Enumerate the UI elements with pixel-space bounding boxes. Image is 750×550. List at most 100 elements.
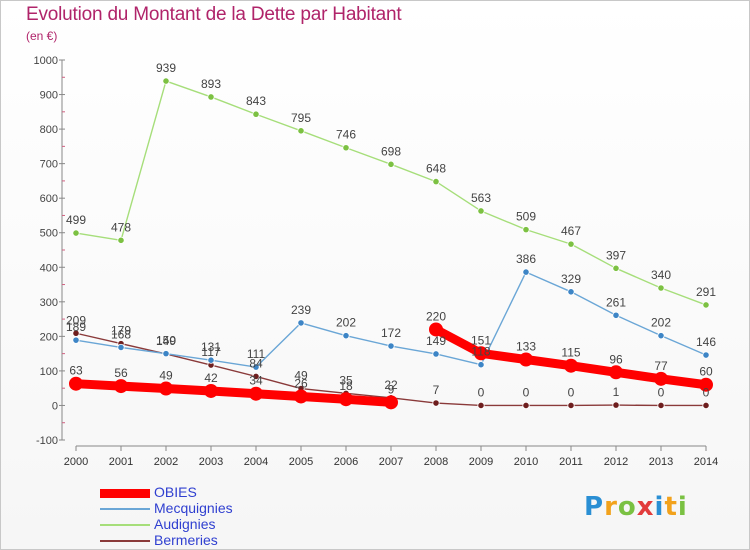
x-tick-label: 2006 <box>334 456 358 468</box>
data-point <box>657 332 665 340</box>
logo-letter: i <box>654 492 665 522</box>
series-mecquignies <box>72 268 710 371</box>
x-tick-label: 2005 <box>289 456 313 468</box>
data-label: 149 <box>426 334 446 348</box>
x-tick-label: 2011 <box>559 456 583 468</box>
x-tick-label: 2004 <box>244 456 268 468</box>
data-point <box>657 401 665 410</box>
data-point <box>204 383 218 398</box>
data-label: 467 <box>561 224 581 238</box>
data-label: 0 <box>703 385 710 399</box>
data-label: 499 <box>66 213 86 227</box>
data-point <box>519 352 533 367</box>
data-label: 202 <box>651 316 671 330</box>
y-tick-label: 100 <box>40 366 58 378</box>
data-point <box>117 343 125 352</box>
series-line <box>71 379 396 407</box>
legend-swatch <box>100 540 150 542</box>
data-point <box>387 160 395 168</box>
data-label: 478 <box>111 220 131 234</box>
data-point <box>207 93 215 101</box>
data-label: 795 <box>291 111 311 125</box>
legend-label: Bermeries <box>154 532 218 548</box>
data-point <box>432 399 440 407</box>
legend-swatch <box>100 488 150 498</box>
data-label: 746 <box>336 128 356 142</box>
x-tick-label: 2008 <box>424 456 448 468</box>
data-point <box>654 371 668 386</box>
data-label: 49 <box>159 369 173 383</box>
data-point <box>339 392 353 407</box>
legend-label: Mecquignies <box>154 500 233 516</box>
data-label: 96 <box>609 352 623 366</box>
data-label: 49 <box>294 369 308 383</box>
data-point <box>612 264 620 272</box>
data-label: 939 <box>156 61 176 75</box>
data-label: 209 <box>66 313 86 327</box>
data-label: 1 <box>613 385 620 399</box>
data-label: 84 <box>249 356 263 370</box>
data-point <box>432 350 440 358</box>
data-label: 9 <box>388 382 395 396</box>
data-label: 151 <box>471 333 491 347</box>
y-tick-label: 800 <box>40 124 58 136</box>
data-label: 150 <box>156 334 176 348</box>
data-point <box>432 178 440 186</box>
data-point <box>429 322 443 337</box>
data-point <box>567 288 575 296</box>
data-label: 149 <box>156 334 176 348</box>
data-label: 115 <box>561 346 580 360</box>
data-label: 0 <box>478 385 485 399</box>
logo-letter: t <box>664 492 678 522</box>
proxiti-logo: Proxiti <box>584 492 688 522</box>
data-label: 118 <box>471 345 490 359</box>
data-label: 329 <box>561 272 581 286</box>
data-point <box>69 376 83 391</box>
logo-letter: o <box>617 492 637 522</box>
x-tick-label: 2010 <box>514 456 538 468</box>
data-point <box>207 356 215 364</box>
y-tick-label: -100 <box>36 435 58 447</box>
data-label: 340 <box>651 268 671 282</box>
data-point <box>159 381 173 396</box>
data-point <box>522 268 530 276</box>
data-label: 563 <box>471 191 491 205</box>
data-point <box>342 144 350 152</box>
data-label: 397 <box>606 248 626 262</box>
legend-label: OBIES <box>154 484 197 500</box>
logo-letter: x <box>636 492 655 522</box>
data-label: 261 <box>606 295 626 309</box>
data-point <box>522 226 530 234</box>
data-label: 893 <box>201 77 221 91</box>
data-label: 220 <box>426 309 446 323</box>
data-point <box>294 389 308 404</box>
data-label: 0 <box>523 385 530 399</box>
data-point <box>657 284 665 292</box>
data-point <box>252 110 260 118</box>
data-label: 117 <box>201 345 220 359</box>
logo-letter: i <box>677 492 688 522</box>
data-point <box>477 361 485 369</box>
data-point <box>612 401 620 409</box>
data-label: 34 <box>249 374 263 388</box>
x-tick-label: 2013 <box>649 456 673 468</box>
data-label: 189 <box>66 320 86 334</box>
data-point <box>477 207 485 215</box>
data-point <box>72 229 80 237</box>
data-label: 60 <box>699 365 713 379</box>
data-label: 63 <box>69 364 83 378</box>
data-point <box>114 379 128 394</box>
data-point <box>699 377 713 392</box>
y-tick-label: 1000 <box>34 55 58 67</box>
data-label: 509 <box>516 210 536 224</box>
data-point <box>702 301 710 309</box>
data-point <box>612 311 620 319</box>
data-label: 22 <box>384 378 398 392</box>
series-line <box>75 80 707 306</box>
data-point <box>162 77 170 85</box>
data-label: 202 <box>336 316 356 330</box>
data-point <box>702 351 710 359</box>
data-label: 26 <box>294 376 308 390</box>
x-tick-label: 2003 <box>199 456 223 468</box>
